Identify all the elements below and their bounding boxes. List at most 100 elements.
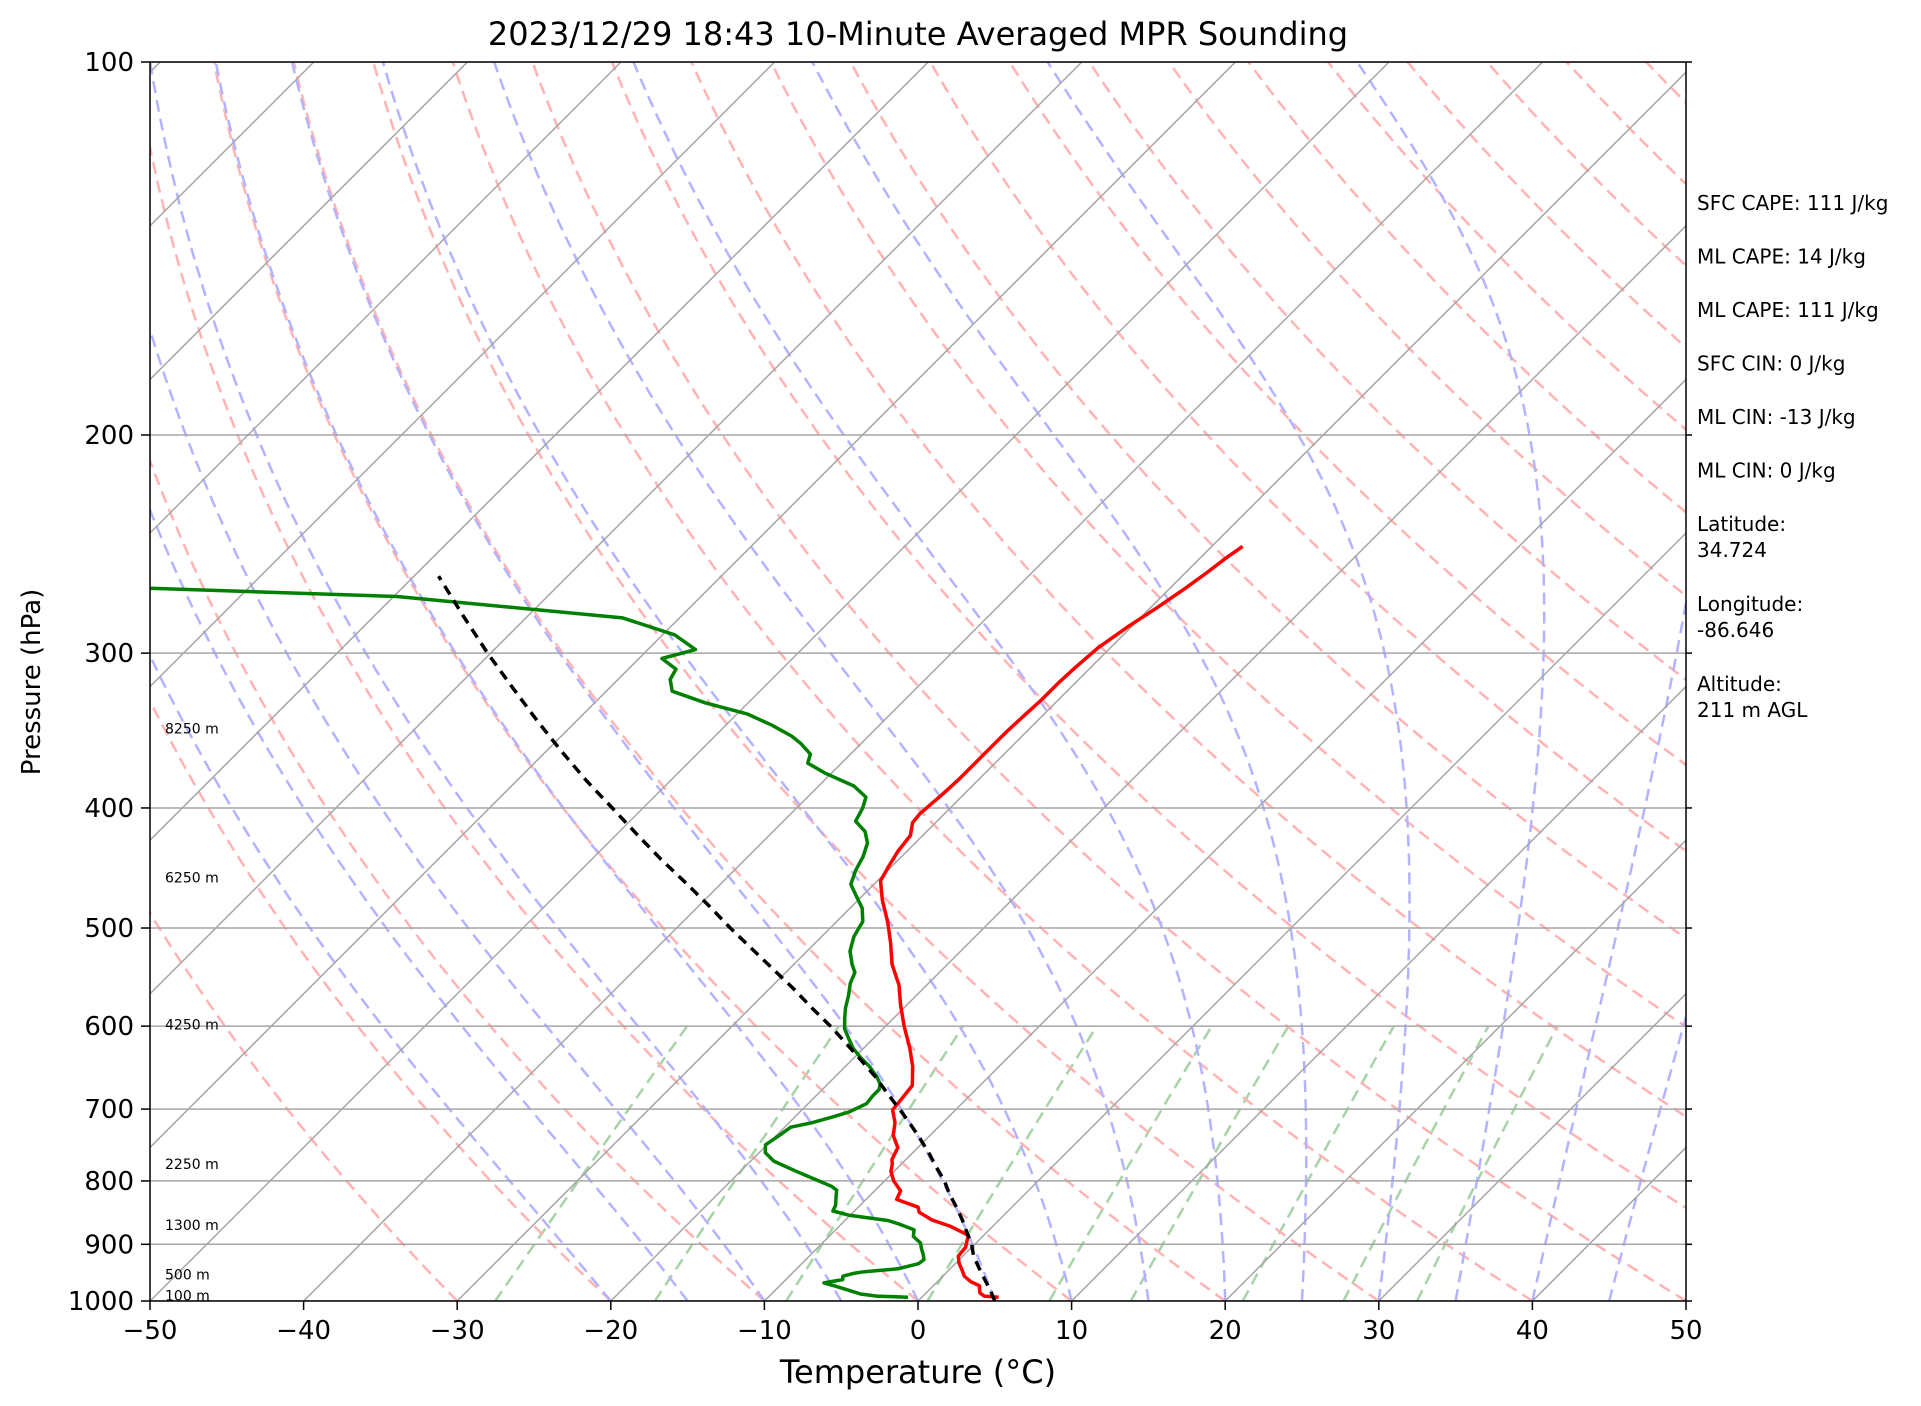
sounding-index-value: SFC CIN: 0 J/kg	[1697, 352, 1845, 376]
height-label: 500 m	[165, 1268, 210, 1284]
moist-adiabat-line	[214, 62, 920, 1301]
isotherm-line	[0, 62, 7, 1301]
x-axis-label: Temperature (°C)	[779, 1353, 1056, 1391]
isotherm-line	[150, 62, 776, 688]
isotherm-line	[456, 71, 1686, 1301]
mixing-ratio-line	[1415, 1025, 1559, 1301]
isotherm-line	[150, 62, 468, 381]
mixing-ratio-line	[1048, 1025, 1213, 1301]
moist-adiabat-line	[150, 652, 612, 1301]
plot-frame	[149, 61, 1687, 1302]
x-tick-label: −40	[276, 1316, 331, 1346]
isotherm-line	[610, 224, 1686, 1301]
moist-adiabat-line	[811, 62, 1308, 1301]
height-label: 1300 m	[165, 1218, 219, 1234]
dry-adiabat-line	[451, 62, 1534, 1301]
sounding-index-value: ML CIN: -13 J/kg	[1697, 405, 1856, 429]
isotherm-line	[150, 62, 929, 842]
y-tick-label: 300	[84, 639, 134, 669]
moist-adiabat-line	[150, 506, 689, 1301]
x-tick-label: 40	[1516, 1316, 1549, 1346]
moist-adiabat-line	[1046, 62, 1411, 1301]
moist-adiabat-line	[1607, 1012, 1686, 1301]
height-label: 6250 m	[165, 870, 219, 886]
dry-adiabat-line	[1008, 62, 1686, 767]
height-label: 8250 m	[165, 721, 219, 737]
dry-adiabat-line	[1167, 62, 1686, 598]
moist-adiabat-line	[632, 62, 1227, 1301]
parcel-path-line	[437, 575, 997, 1301]
sounding-index-value: ML CAPE: 14 J/kg	[1697, 245, 1866, 269]
dewpoint-profile-line	[150, 586, 926, 1299]
y-tick-label: 100	[84, 48, 134, 78]
temperature-profile-line	[878, 544, 1244, 1299]
mixing-ratio-line	[1342, 1025, 1490, 1301]
y-tick-label: 400	[84, 794, 134, 824]
isotherm-line	[150, 62, 622, 535]
mixing-ratio-line	[1241, 1025, 1395, 1301]
y-tick-label: 800	[84, 1167, 134, 1197]
latitude-value: 34.724	[1697, 538, 1767, 562]
moist-adiabat-line	[1531, 595, 1686, 1301]
chart-title: 2023/12/29 18:43 10-Minute Averaged MPR …	[488, 15, 1348, 53]
mixing-ratio-line	[785, 1025, 965, 1301]
dry-adiabat-line	[849, 62, 1686, 940]
x-tick-label: 0	[910, 1316, 927, 1346]
dry-adiabat-line	[150, 457, 766, 1301]
dry-adiabat-line	[212, 62, 1073, 1301]
y-tick-label: 200	[84, 421, 134, 451]
x-tick-label: 30	[1362, 1316, 1395, 1346]
y-tick-label: 700	[84, 1095, 134, 1125]
sounding-index-value: ML CIN: 0 J/kg	[1697, 459, 1836, 483]
mixing-ratio-line	[653, 1025, 840, 1301]
dry-adiabat-line	[150, 141, 919, 1301]
altitude-label: Altitude:	[1697, 672, 1782, 696]
moist-adiabat-line	[381, 62, 1073, 1301]
dry-adiabat-line	[610, 62, 1686, 1210]
moist-adiabat-line	[150, 325, 766, 1301]
x-tick-label: 10	[1055, 1316, 1088, 1346]
mixing-ratio-line	[494, 1025, 689, 1301]
isotherm-line	[150, 62, 1236, 1149]
x-tick-label: −50	[123, 1316, 178, 1346]
dry-adiabat-line	[531, 62, 1686, 1301]
isotherm-line	[150, 62, 315, 227]
x-tick-label: 50	[1669, 1316, 1702, 1346]
dry-adiabat-line	[769, 62, 1686, 1029]
moist-adiabat-line	[493, 62, 1150, 1301]
moist-adiabat-line	[1356, 62, 1546, 1301]
altitude-value: 211 m AGL	[1697, 698, 1808, 722]
y-tick-label: 600	[84, 1012, 134, 1042]
sounding-indices-panel: SFC CAPE: 111 J/kg ML CAPE: 14 J/kg ML CAP…	[1697, 191, 1888, 722]
height-label: 100 m	[165, 1289, 210, 1305]
mixing-ratio-line	[926, 1025, 1098, 1301]
height-label: 2250 m	[165, 1157, 219, 1173]
y-tick-label: 1000	[68, 1287, 134, 1317]
isotherm-line	[763, 378, 1686, 1301]
longitude-value: -86.646	[1697, 618, 1774, 642]
sounding-index-value: SFC CAPE: 111 J/kg	[1697, 191, 1888, 215]
dry-adiabat-line	[372, 62, 1380, 1301]
isotherm-line	[1224, 839, 1686, 1301]
isotherm-line	[303, 62, 1544, 1301]
dry-adiabat-line	[929, 62, 1686, 853]
x-tick-label: −30	[430, 1316, 485, 1346]
isotherm-line	[150, 62, 1083, 995]
moist-adiabat-line	[290, 62, 996, 1301]
dry-adiabat-line	[150, 910, 459, 1301]
isotherm-line	[1378, 992, 1686, 1301]
sounding-index-value: ML CAPE: 111 J/kg	[1697, 298, 1879, 322]
y-tick-label: 500	[84, 914, 134, 944]
isotherm-line	[150, 62, 1390, 1301]
x-tick-label: −10	[737, 1316, 792, 1346]
moist-adiabat-line	[150, 62, 843, 1301]
isotherm-line	[1071, 685, 1686, 1301]
height-label: 4250 m	[165, 1017, 219, 1033]
x-tick-label: 20	[1209, 1316, 1242, 1346]
x-tick-label: −20	[583, 1316, 638, 1346]
y-axis-label: Pressure (hPa)	[17, 589, 47, 776]
dry-adiabat-line	[1088, 62, 1686, 682]
latitude-label: Latitude:	[1697, 512, 1786, 536]
y-tick-label: 900	[84, 1230, 134, 1260]
